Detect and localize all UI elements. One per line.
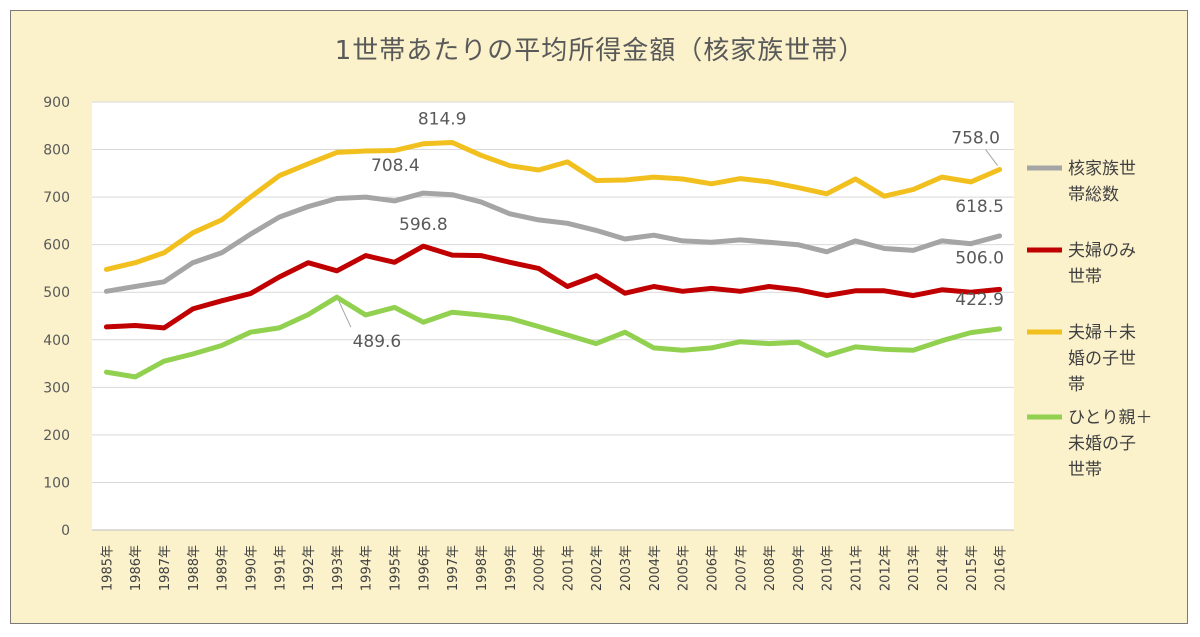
y-tick-label: 0 (61, 523, 70, 539)
x-tick-label: 1989年 (216, 545, 231, 591)
series-line (103, 243, 1003, 331)
x-tick-label: 2000年 (533, 545, 548, 591)
series-lines (103, 140, 1003, 380)
x-tick-label: 2009年 (792, 545, 807, 591)
x-tick-label: 1993年 (331, 545, 346, 591)
legend-label: ひとり親＋ (1068, 408, 1153, 428)
leader-line (985, 149, 998, 166)
x-tick-label: 2007年 (734, 545, 749, 591)
x-tick-label: 1997年 (446, 545, 461, 591)
legend-label: 夫婦のみ (1068, 241, 1136, 261)
series-line (103, 294, 1003, 380)
y-tick-label: 600 (43, 238, 70, 254)
series-line (103, 190, 1003, 294)
x-tick-label: 2012年 (878, 545, 893, 591)
data-label: 814.9 (418, 109, 467, 129)
legend-label: 世帯 (1068, 460, 1102, 480)
x-tick-label: 2011年 (850, 545, 865, 591)
x-tick-label: 2014年 (936, 545, 951, 591)
data-labels: 814.9 708.4 596.8 489.6 758.0 618.5 506.0 422.9 (338, 109, 1004, 352)
x-tick-label: 2006年 (705, 545, 720, 591)
legend-label: 核家族世 (1068, 159, 1136, 179)
y-tick-label: 500 (43, 285, 70, 301)
x-tick-label: 1987年 (158, 545, 173, 591)
x-tick-label: 1998年 (475, 545, 490, 591)
x-tick-label: 1996年 (417, 545, 432, 591)
x-tick-label: 2001年 (561, 545, 576, 591)
legend-label: 未婚の子 (1068, 434, 1136, 454)
x-tick-label: 1990年 (244, 545, 259, 591)
legend-label: 夫婦＋未 (1068, 323, 1136, 343)
legend-label: 帯 (1068, 375, 1085, 395)
gridlines (92, 101, 1014, 531)
x-tick-label: 2010年 (821, 545, 836, 591)
y-tick-label: 100 (43, 475, 70, 491)
legend-label: 世帯 (1068, 267, 1102, 287)
y-tick-label: 800 (43, 143, 70, 159)
data-label: 758.0 (951, 129, 1000, 149)
x-tick-label: 1994年 (360, 545, 375, 591)
y-tick-label: 200 (43, 428, 70, 444)
leader-line (338, 300, 352, 328)
x-tick-label: 2015年 (965, 545, 980, 591)
data-label: 708.4 (371, 156, 420, 176)
y-tick-label: 900 (43, 95, 70, 111)
x-tick-label: 2002年 (590, 545, 605, 591)
x-tick-label: 1986年 (129, 545, 144, 591)
legend-label: 帯総数 (1068, 185, 1119, 205)
plot-area (92, 102, 1014, 530)
x-tick-label: 1999年 (504, 545, 519, 591)
x-tick-label: 2003年 (619, 545, 634, 591)
x-tick-label: 2008年 (763, 545, 778, 591)
data-label: 489.6 (353, 332, 402, 352)
data-label: 618.5 (955, 197, 1004, 217)
y-tick-label: 400 (43, 333, 70, 349)
x-tick-label: 2004年 (648, 545, 663, 591)
legend-label: 婚の子世 (1068, 349, 1136, 369)
x-tick-label: 1985年 (100, 545, 115, 591)
chart-title: 1世帯あたりの平均所得金額（核家族世帯） (334, 36, 866, 66)
x-tick-label: 1992年 (302, 545, 317, 591)
x-tick-label: 2005年 (677, 545, 692, 591)
x-tick-label: 1988年 (187, 545, 202, 591)
data-label: 422.9 (955, 290, 1004, 310)
data-label: 506.0 (955, 248, 1004, 268)
x-tick-label: 2016年 (994, 545, 1009, 591)
x-tick-label: 1995年 (389, 545, 404, 591)
x-tick-label: 1991年 (273, 545, 288, 591)
y-axis: 0 100 200 300 400 500 600 700 800 900 (43, 95, 70, 539)
y-tick-label: 300 (43, 380, 70, 396)
y-tick-label: 700 (43, 190, 70, 206)
x-axis: 1985年 1986年 1987年 1988年 1989年 1990年 1991年 1992年… (100, 545, 1008, 591)
data-label: 596.8 (399, 215, 448, 235)
series-line (103, 140, 1003, 272)
x-tick-label: 2013年 (907, 545, 922, 591)
